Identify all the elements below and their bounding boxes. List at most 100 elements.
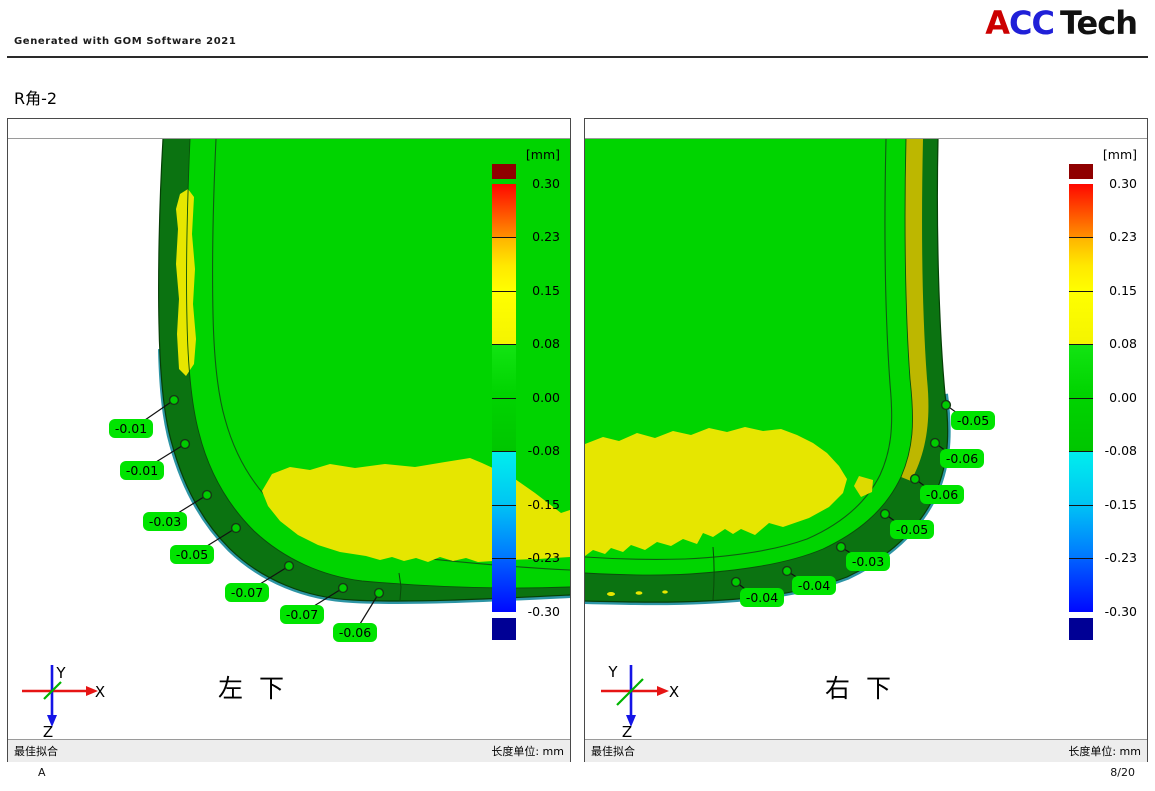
z-axis-label: Z [622,723,632,739]
page-title: R角-2 [14,89,58,108]
deviation-label: -0.07 [225,583,269,602]
y-axis-label: Y [607,663,618,681]
mesh-seam [398,572,402,601]
scale-tick-line [492,505,516,506]
y-axis [43,681,62,700]
deviation-label: -0.01 [120,461,164,480]
logo-letters-cc: CC [1009,4,1055,42]
scale-tick-line [1069,344,1093,345]
scale-tick-label: 0.08 [1109,336,1137,351]
scale-tick-label: -0.23 [527,550,560,565]
page-section-label: A [38,766,46,779]
scale-tick-label: -0.15 [527,497,560,512]
panel-header-strip [8,119,570,139]
scale-overrange-block [1069,164,1093,179]
scale-tick-line [492,558,516,559]
scale-tick-line [492,451,516,452]
scale-tick-label: 0.15 [532,283,560,298]
x-axis-arrow [657,686,669,696]
scale-tick-label: -0.08 [1104,443,1137,458]
header-divider [7,56,1148,58]
scale-tick-label: -0.30 [1104,604,1137,619]
deviation-label: -0.04 [792,576,836,595]
scale-tick-label: -0.23 [1104,550,1137,565]
3d-viewport: -0.01 -0.01 -0.03 -0.05 -0.07 -0.07 -0.0… [8,139,570,739]
scale-underrange-block [492,618,516,640]
deviation-label: -0.07 [280,605,324,624]
generated-note: Generated with GOM Software 2021 [14,36,237,47]
deviation-label: -0.06 [940,449,984,468]
scale-overrange-block [492,164,516,179]
fillet-inner-line [585,139,893,560]
3d-viewport: -0.05 -0.06 -0.06 -0.05 -0.03 -0.04 -0.0… [585,139,1147,739]
view-name: 左下 [218,674,301,703]
deviation-label: -0.05 [951,411,995,430]
deviation-label: -0.03 [143,512,187,531]
deviation-patch-strip [176,189,196,376]
length-unit: 长度单位: mm [491,745,564,758]
scale-tick-label: 0.00 [1109,390,1137,405]
panel-footer: 最佳拟合 长度单位: mm [8,739,570,762]
scale-tick-label: 0.23 [1109,229,1137,244]
scale-tick-label: 0.23 [532,229,560,244]
scale-tick-line [492,291,516,292]
wall-olive-band [901,139,929,481]
deviation-label: -0.01 [109,419,153,438]
scale-tick-line [1069,505,1093,506]
deviation-label: -0.06 [333,623,377,642]
z-axis-arrow [626,715,636,727]
inspection-panel-bottom-right: -0.05 -0.06 -0.06 -0.05 -0.03 -0.04 -0.0… [584,118,1148,762]
mesh-seam [712,546,715,601]
deviation-label: -0.04 [740,588,784,607]
scale-tick-label: -0.30 [527,604,560,619]
panel-footer: 最佳拟合 长度单位: mm [585,739,1147,762]
deviation-specks [607,590,668,596]
deviation-label: -0.05 [170,545,214,564]
logo-letter-a: A [985,4,1010,42]
coordinate-axes: X Y Z [22,664,105,739]
measurement-points [730,399,952,588]
scale-tick-line [492,344,516,345]
x-axis-label: X [95,683,105,701]
scale-tick-line [1069,237,1093,238]
color-scale: [mm] 0.30 0.23 0.15 0.08 0.00 -0.08 -0.1… [492,139,562,649]
deviation-label: -0.03 [846,552,890,571]
scale-unit-label: [mm] [525,147,560,162]
deviation-patch-blob [585,427,847,556]
scale-unit-label: [mm] [1102,147,1137,162]
scale-gradient [492,184,516,612]
deviation-patch-wedge [854,476,873,497]
deviation-label: -0.05 [890,520,934,539]
logo-word-tech: Tech [1059,4,1138,42]
panel-header-strip [585,119,1147,139]
wall-face-boundary [186,139,570,589]
y-axis [616,678,644,706]
view-name: 右下 [825,674,908,703]
leader-lines [144,399,380,625]
scale-tick-line [492,398,516,399]
scale-tick-label: -0.08 [527,443,560,458]
color-scale: [mm] 0.30 0.23 0.15 0.08 0.00 -0.08 -0.1… [1069,139,1139,649]
deviation-scene [585,139,958,606]
deviation-scene [144,139,570,625]
alignment-method: 最佳拟合 [591,745,635,758]
z-axis-label: Z [43,723,53,739]
x-axis-label: X [669,683,679,701]
x-axis-arrow [86,686,98,696]
inspection-panel-bottom-left: -0.01 -0.01 -0.03 -0.05 -0.07 -0.07 -0.0… [7,118,571,762]
scale-tick-line [1069,291,1093,292]
measurement-points [168,394,385,599]
z-axis-arrow [47,715,57,727]
scale-tick-label: 0.30 [532,176,560,191]
company-logo: ACC Tech [985,4,1138,42]
y-axis-label: Y [55,664,66,682]
length-unit: 长度单位: mm [1068,745,1141,758]
scale-tick-line [1069,398,1093,399]
scale-tick-label: 0.08 [532,336,560,351]
page-number: 8/20 [1110,766,1135,779]
scale-tick-line [1069,558,1093,559]
wall-face-boundary [585,139,913,576]
scale-underrange-block [1069,618,1093,640]
scale-tick-label: 0.00 [532,390,560,405]
